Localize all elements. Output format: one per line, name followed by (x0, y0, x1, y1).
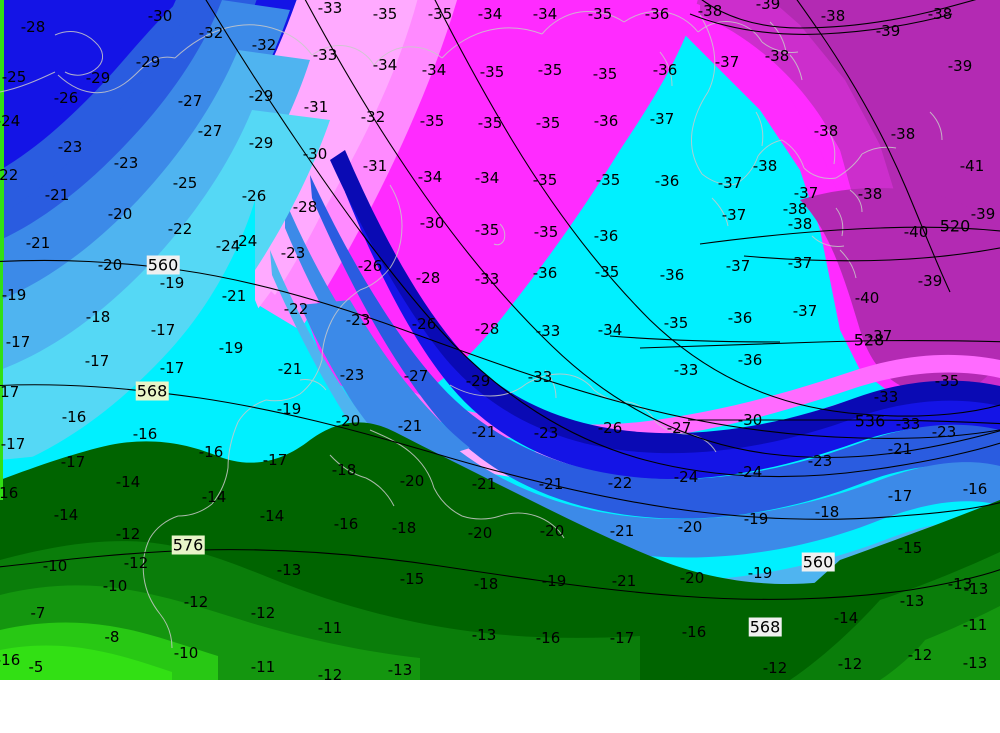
coastline-layer (0, 11, 943, 649)
height-contour-label: 568 (135, 381, 169, 401)
temperature-fill-layer (0, 0, 1000, 680)
height-contour-label: 528 (853, 330, 885, 350)
height-contour-label: 536 (854, 411, 886, 431)
footer-bar: Height/Temp. 500 hPa [gdmp][°C] GFS Th 2… (0, 680, 1000, 733)
height-contour-label: 520 (939, 216, 971, 236)
height-contour-label: 560 (801, 552, 835, 572)
map-svg (0, 0, 1000, 680)
height-contour-label: 560 (146, 255, 180, 275)
height-contour-label: 576 (171, 535, 205, 555)
height-contour-label: 568 (748, 617, 782, 637)
map-canvas[interactable]: -28 -30 -33 -35 -35 -34 -34 -35 -36 -38 -39 -38 -38-… (0, 0, 1000, 680)
